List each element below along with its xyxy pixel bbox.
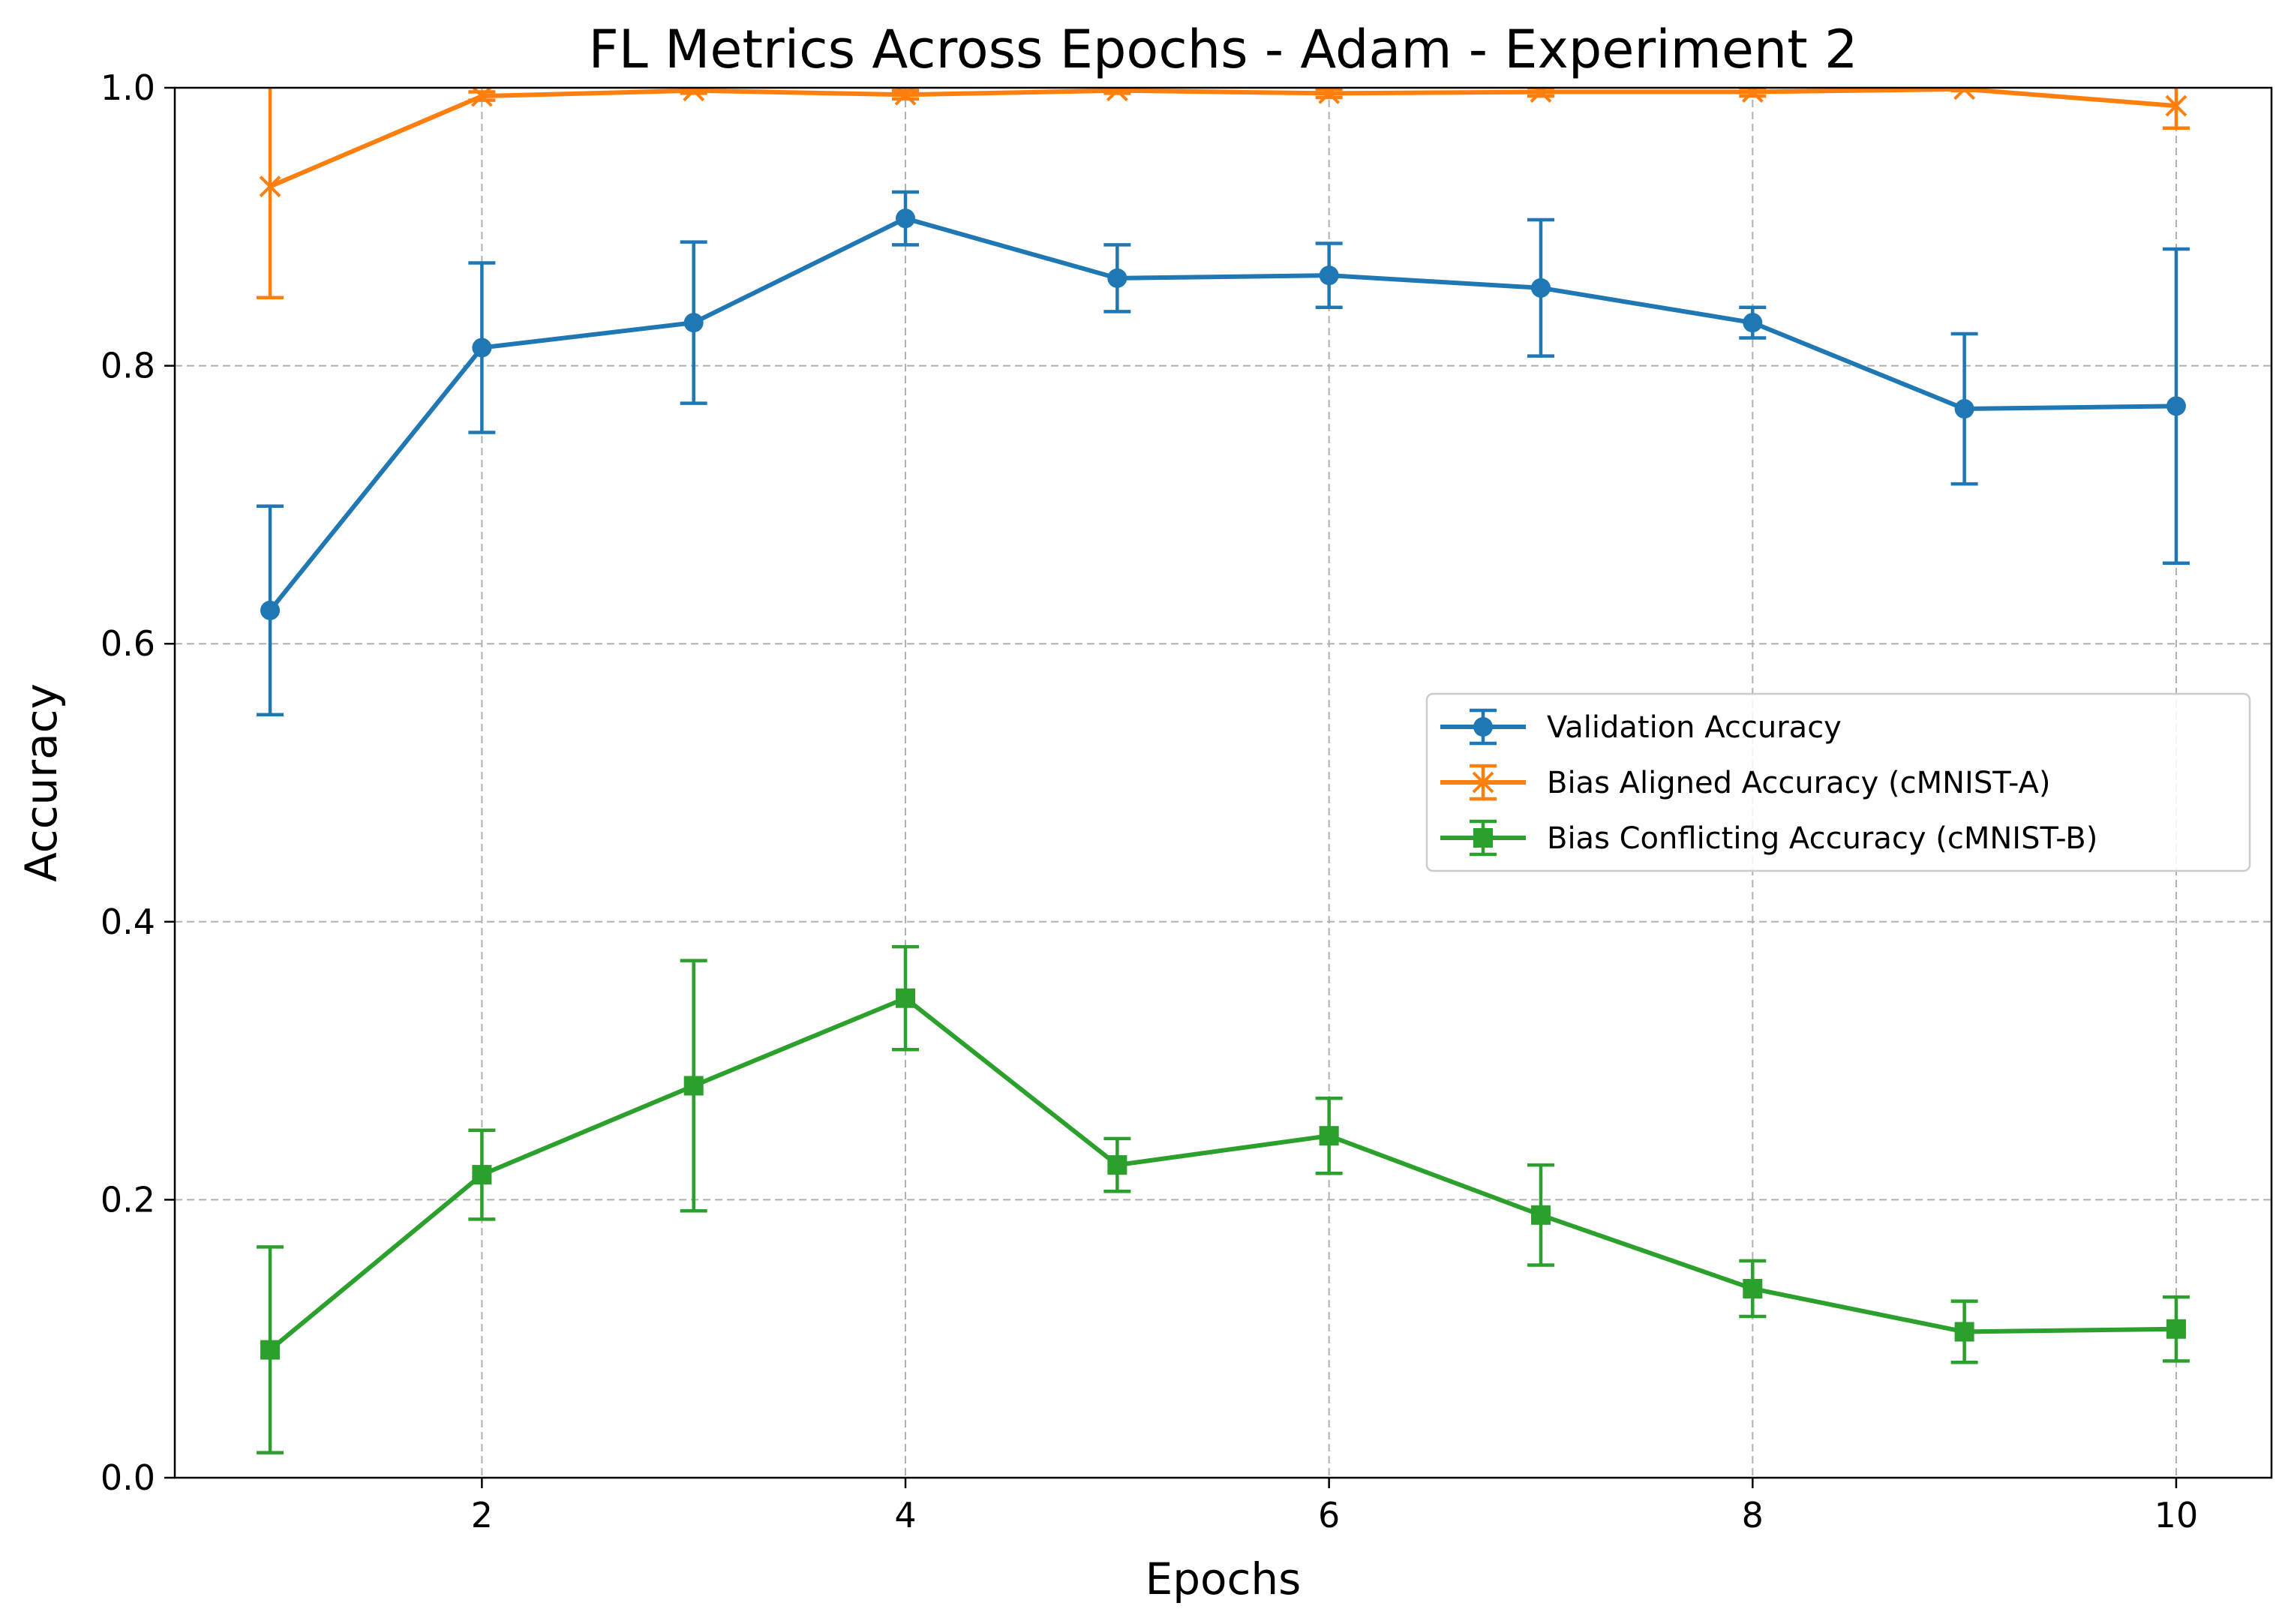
x-tick-label: 10 bbox=[2154, 1495, 2199, 1535]
y-axis-label: Accuracy bbox=[16, 683, 67, 882]
series-line bbox=[268, 216, 2176, 612]
x-tick-label: 8 bbox=[1742, 1495, 1764, 1535]
marker-x-stroke bbox=[259, 176, 281, 197]
marker-x bbox=[259, 176, 281, 197]
legend-item: Bias Conflicting Accuracy (cMNIST-B) bbox=[1440, 819, 2097, 857]
marker-square bbox=[1530, 1205, 1551, 1225]
marker-x-stroke bbox=[2165, 95, 2187, 117]
marker-square bbox=[1743, 1278, 1763, 1298]
y-tick-label: 0.4 bbox=[101, 902, 155, 942]
legend-label: Validation Accuracy bbox=[1547, 710, 1842, 745]
marker-x bbox=[1530, 88, 1552, 103]
y-tick-label: 0.6 bbox=[101, 623, 155, 664]
marker-circle bbox=[1319, 266, 1339, 286]
marker-x-stroke bbox=[1106, 88, 1122, 102]
marker-circle bbox=[1743, 313, 1763, 333]
x-axis-label: Epochs bbox=[1146, 1553, 1302, 1604]
series-validation-accuracy bbox=[257, 190, 2190, 716]
legend-label: Bias Aligned Accuracy (cMNIST-A) bbox=[1547, 766, 2051, 800]
marker-square bbox=[683, 1076, 704, 1096]
marker-circle bbox=[1473, 717, 1493, 737]
y-tick-label: 0.0 bbox=[101, 1457, 155, 1498]
y-tick-label: 1.0 bbox=[101, 68, 155, 108]
marker-square bbox=[2166, 1319, 2186, 1339]
series-line bbox=[269, 995, 2176, 1352]
marker-x bbox=[1318, 88, 1341, 104]
axis-ticks: 2 4 6 8 10 0.0 0.2 0.4 0.6 0.8 1.0 bbox=[101, 68, 2198, 1535]
marker-circle bbox=[683, 313, 704, 333]
x-tick-label: 4 bbox=[894, 1495, 916, 1535]
marker-circle bbox=[472, 338, 492, 358]
marker-x bbox=[1472, 771, 1494, 794]
marker-circle bbox=[1954, 399, 1974, 419]
y-tick-label: 0.8 bbox=[101, 346, 155, 386]
marker-square bbox=[260, 1340, 281, 1360]
series-line bbox=[269, 88, 2177, 189]
x-tick-label: 6 bbox=[1318, 1495, 1340, 1535]
legend-box bbox=[1425, 692, 2251, 872]
series-bias-conflicting-accuracy-cmnist-b bbox=[257, 944, 2190, 1454]
marker-x-stroke bbox=[470, 88, 493, 107]
marker-circle bbox=[896, 209, 916, 229]
legend-item: Validation Accuracy bbox=[1440, 708, 1842, 746]
marker-x bbox=[2165, 95, 2187, 117]
marker-x bbox=[470, 88, 493, 107]
marker-square bbox=[472, 1165, 492, 1185]
series-bias-aligned-accuracy-cmnist-a bbox=[257, 88, 2190, 300]
marker-x bbox=[1741, 88, 1764, 103]
marker-x bbox=[1953, 88, 1976, 101]
legend: Validation Accuracy Bias Aligned Accuracy… bbox=[1425, 692, 2251, 872]
marker-square bbox=[1954, 1322, 1974, 1342]
marker-square bbox=[1107, 1155, 1127, 1175]
legend-items: Validation Accuracy Bias Aligned Accuracy… bbox=[1440, 708, 2097, 857]
marker-circle bbox=[1107, 268, 1127, 288]
marker-circle bbox=[260, 600, 281, 620]
marker-square bbox=[1319, 1126, 1339, 1146]
marker-x-stroke bbox=[1953, 88, 1968, 101]
legend-label: Bias Conflicting Accuracy (cMNIST-B) bbox=[1547, 821, 2097, 856]
marker-x bbox=[1106, 88, 1128, 102]
chart-title: FL Metrics Across Epochs - Adam - Experi… bbox=[589, 19, 1858, 80]
marker-square bbox=[896, 988, 916, 1008]
marker-x-stroke bbox=[683, 88, 699, 102]
marker-circle bbox=[1530, 278, 1551, 298]
x-tick-label: 2 bbox=[471, 1495, 493, 1535]
marker-square bbox=[1473, 828, 1493, 848]
legend-item: Bias Aligned Accuracy (cMNIST-A) bbox=[1440, 764, 2051, 801]
series-layer bbox=[257, 88, 2190, 1454]
marker-x-stroke bbox=[1741, 88, 1759, 103]
marker-circle bbox=[2166, 396, 2186, 416]
marker-x bbox=[683, 88, 705, 102]
marker-x-stroke bbox=[1472, 771, 1494, 794]
marker-x-stroke bbox=[1318, 88, 1337, 104]
marker-x-stroke bbox=[1530, 88, 1548, 103]
y-tick-label: 0.2 bbox=[101, 1179, 155, 1220]
plot-frame bbox=[173, 86, 2273, 1479]
